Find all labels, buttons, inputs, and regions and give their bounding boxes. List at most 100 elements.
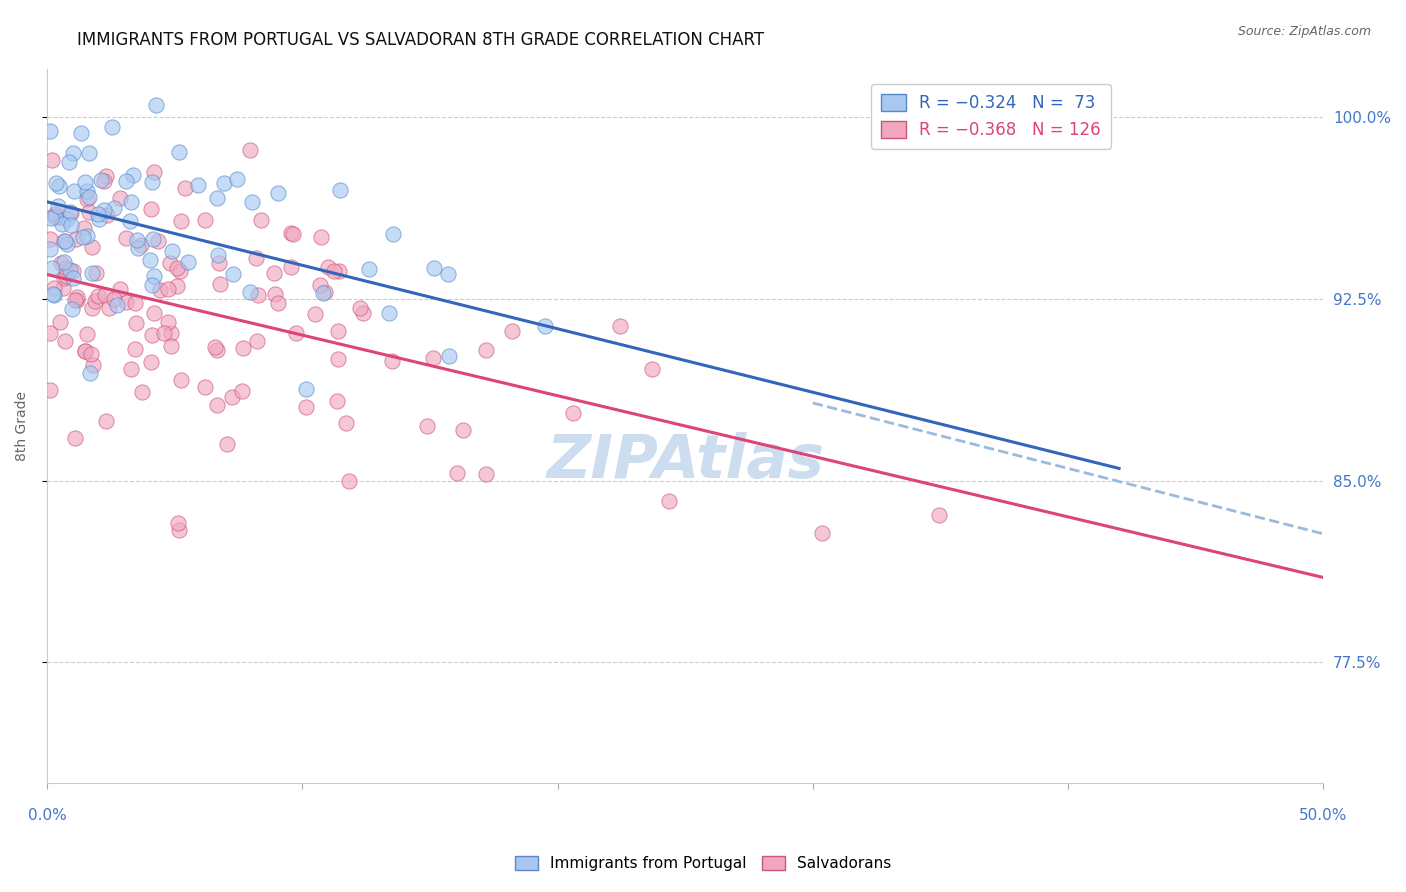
Point [169,523,191,537]
Point [55,261,77,276]
Point [208,256,231,270]
Point [312,285,335,300]
Point [174,181,197,195]
Point [45,177,67,191]
Point [641,361,664,376]
Point [231,384,253,398]
Point [304,307,326,321]
Point [41,261,63,276]
Point [249,213,271,227]
Point [124,296,146,310]
Point [170,214,193,228]
Point [143,165,166,179]
Point [811,525,834,540]
Point [280,226,302,240]
Point [87,289,110,303]
Point [70,126,93,140]
Point [76,184,98,198]
Point [534,319,557,334]
Point [62,264,84,278]
Point [146,234,169,248]
Point [377,305,399,319]
Point [212,176,235,190]
Point [156,315,179,329]
Point [204,340,226,354]
Point [145,98,167,112]
Point [139,355,162,369]
Point [80,347,103,361]
Point [114,173,136,187]
Point [120,194,142,209]
Point [108,281,131,295]
Point [90,173,112,187]
Point [141,202,163,216]
Point [167,516,190,530]
Point [52,281,75,295]
Point [280,260,302,275]
Point [55,212,77,227]
Point [38,124,60,138]
Point [205,398,228,412]
Point [53,334,76,348]
Point [475,343,498,358]
Point [38,383,60,397]
Point [41,153,63,167]
Point [48,178,70,193]
Point [169,263,191,277]
Point [75,343,97,358]
Point [93,174,115,188]
Point [96,208,118,222]
Point [141,175,163,189]
Point [59,218,82,232]
Point [72,230,94,244]
Point [80,301,103,315]
Point [232,341,254,355]
Point [65,232,87,246]
Point [446,466,468,480]
Point [53,234,76,248]
Point [149,283,172,297]
Point [337,474,360,488]
Point [166,278,188,293]
Point [221,391,243,405]
Point [125,316,148,330]
Point [143,269,166,284]
Point [52,234,75,248]
Point [38,243,60,257]
Point [114,231,136,245]
Point [76,192,98,206]
Point [422,351,444,365]
Text: 50.0%: 50.0% [1299,808,1347,823]
Point [315,285,337,299]
Point [294,382,316,396]
Point [60,302,83,317]
Point [65,290,87,304]
Point [416,418,439,433]
Point [326,351,349,366]
Point [73,220,96,235]
Text: 0.0%: 0.0% [28,808,66,823]
Point [127,241,149,255]
Point [63,293,86,308]
Point [55,237,77,252]
Y-axis label: 8th Grade: 8th Grade [15,391,30,461]
Point [325,393,347,408]
Text: ZIPAtlas: ZIPAtlas [546,433,824,491]
Point [284,326,307,340]
Point [329,183,352,197]
Point [93,202,115,217]
Point [44,281,66,295]
Point [82,266,104,280]
Point [501,324,523,338]
Point [62,270,84,285]
Point [267,296,290,310]
Text: Source: ZipAtlas.com: Source: ZipAtlas.com [1237,25,1371,38]
Point [215,436,238,450]
Point [352,306,374,320]
Point [49,255,72,269]
Point [80,239,103,253]
Point [141,277,163,292]
Point [42,288,65,302]
Point [245,252,267,266]
Point [928,508,950,522]
